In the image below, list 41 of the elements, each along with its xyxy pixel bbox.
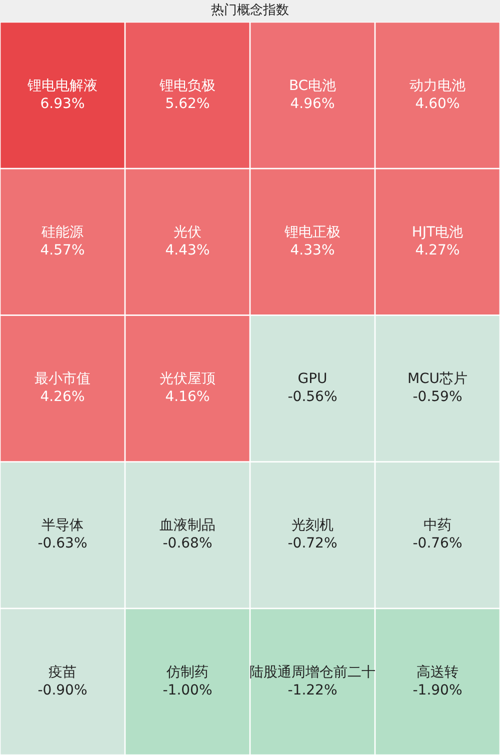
category-label: BC电池 [288,78,336,94]
data-label: -0.72% [288,536,338,552]
data-label: -1.90% [412,682,462,698]
category-label: GPU [298,371,328,388]
category-label: 仿制药 [166,664,208,680]
category-label: 陆股通周增仓前二十 [250,664,376,680]
category-label: 锂电负极 [158,78,216,94]
data-label: 4.43% [165,242,210,259]
data-label: -1.00% [162,682,212,698]
data-label: 4.96% [290,96,335,112]
category-label: 半导体 [42,518,84,534]
data-label: -0.56% [288,389,338,406]
data-label: -1.22% [288,682,338,698]
data-label: 5.62% [165,96,210,112]
data-label: -0.76% [412,536,462,552]
category-label: 锂电电解液 [26,78,98,94]
data-label: 4.26% [40,389,85,406]
category-label: 高送转 [416,664,458,680]
category-label: 光刻机 [292,518,334,534]
category-label: HJT电池 [412,224,464,241]
data-label: 4.27% [415,242,460,259]
data-label: -0.59% [412,389,462,406]
data-label: -0.63% [38,536,88,552]
category-label: 疫苗 [48,664,76,680]
data-label: 4.60% [415,96,460,112]
category-label: 硅能源 [40,224,84,241]
category-label: 动力电池 [410,78,466,94]
category-label: MCU芯片 [407,371,468,388]
category-label: 最小市值 [34,371,90,388]
data-label: 4.57% [40,242,85,259]
data-label: -0.68% [162,536,212,552]
category-label: 中药 [424,518,452,534]
category-label: 锂电正极 [284,224,340,241]
category-label: 血液制品 [160,518,216,534]
text: 热门概念指数 [0,0,500,22]
category-label: 光伏 [174,224,202,241]
data-label: 6.93% [40,96,85,112]
data-label: -0.90% [38,682,88,698]
data-label: 4.33% [290,242,335,259]
data-label: 4.16% [165,389,210,406]
category-label: 光伏屋顶 [160,371,216,388]
